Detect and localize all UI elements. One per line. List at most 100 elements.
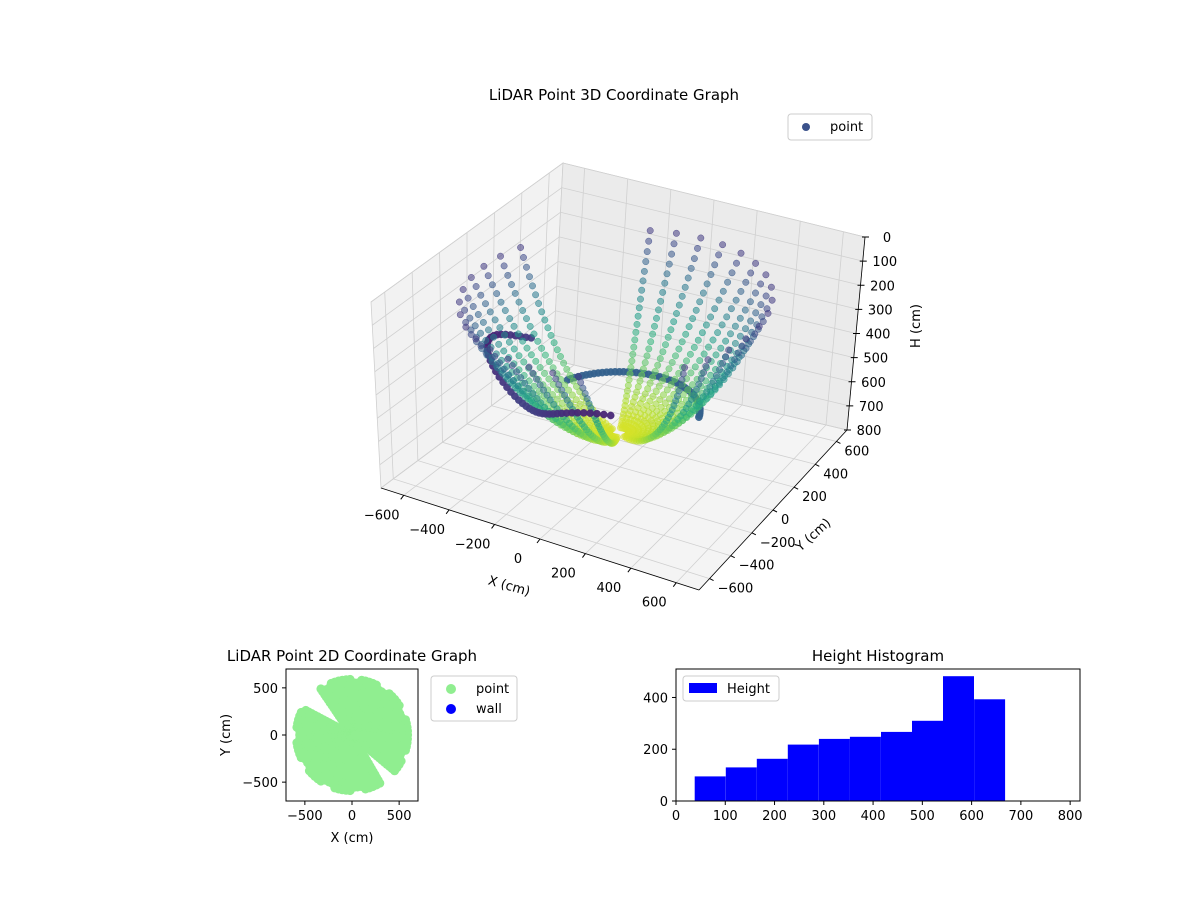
point-3d: [686, 350, 694, 358]
point-3d: [742, 325, 749, 333]
y-axis-label-3d: Y (cm): [792, 516, 834, 556]
point-3d: [573, 383, 580, 390]
point-3d: [645, 345, 653, 353]
grid-line-z: [375, 261, 857, 396]
point-3d: [477, 342, 485, 350]
point-3d: [625, 376, 633, 384]
point-3d: [660, 391, 667, 399]
point-3d: [485, 326, 492, 334]
point-3d: [752, 289, 759, 297]
point-3d: [533, 395, 541, 402]
y-tick-label-3d: 400: [823, 467, 848, 482]
z-tick-label-3d: 600: [861, 376, 886, 391]
point-3d: [659, 288, 667, 296]
point-3d: [638, 371, 646, 379]
point-3d: [633, 320, 641, 328]
grid-line-z: [372, 187, 863, 326]
y-tick-label-3d: 600: [844, 444, 869, 459]
z-tick-label-3d: 200: [870, 279, 895, 294]
x-tick-label-3d: 600: [642, 596, 667, 611]
x-tick-3d: [445, 509, 450, 515]
point-3d: [731, 322, 739, 330]
point-3d: [565, 386, 572, 394]
point-3d: [642, 258, 650, 266]
point-3d: [517, 374, 525, 382]
y-tick-3d: [793, 486, 799, 490]
point-3d: [702, 321, 710, 329]
point-3d: [461, 306, 469, 314]
point-3d: [491, 352, 499, 360]
points-2d: [292, 674, 413, 796]
y-tick-label-3d: 200: [802, 490, 827, 505]
point-3d: [679, 370, 687, 378]
point-3d: [752, 259, 760, 267]
point-3d: [689, 315, 697, 323]
grid-line-z: [378, 310, 852, 442]
point-3d: [656, 396, 664, 404]
point-3d: [543, 391, 551, 399]
point-3d: [523, 392, 531, 400]
point-3d: [529, 282, 536, 290]
point-2d: [403, 734, 412, 744]
point-3d: [651, 322, 658, 330]
chart-3d-title: LiDAR Point 3D Coordinate Graph: [489, 86, 739, 104]
point-3d: [537, 399, 545, 407]
point-3d: [757, 280, 765, 288]
point-3d: [641, 359, 649, 367]
point-3d: [466, 314, 474, 322]
point-3d: [638, 286, 646, 294]
point-3d: [526, 273, 533, 281]
x-tick-label-hist: 400: [861, 809, 886, 824]
point-3d: [550, 339, 558, 347]
point-3d: [709, 336, 717, 344]
ticks-hist: 0 100 200 300 400 500 600 700 800 0 200 400: [643, 691, 1082, 824]
point-3d: [668, 359, 676, 366]
point-3d: [762, 292, 770, 300]
point-3d: [649, 330, 657, 338]
point-3d: [547, 331, 555, 339]
point-3d: [670, 240, 678, 248]
z-tick-label-3d: 400: [866, 328, 891, 343]
point-3d: [527, 351, 535, 359]
point-3d: [645, 237, 653, 245]
y-tick-label-3d: −600: [718, 582, 754, 597]
x-tick-label-2d: −500: [287, 809, 323, 824]
point-3d: [471, 322, 479, 330]
point-3d: [480, 262, 488, 270]
point-3d: [639, 277, 647, 285]
z-axis-label-3d: H (cm): [909, 304, 924, 348]
point-3d: [553, 346, 561, 354]
histogram-bars: [694, 676, 1006, 801]
x-tick-label-hist: 300: [811, 809, 836, 824]
point-3d: [529, 369, 537, 377]
point-3d: [530, 330, 538, 338]
point-3d: [767, 283, 775, 291]
point-3d: [663, 270, 671, 278]
point-3d: [558, 386, 566, 394]
point-3d: [627, 364, 635, 372]
point-3d: [553, 395, 561, 403]
point-3d: [697, 234, 705, 242]
x-tick-label-hist: 0: [672, 809, 680, 824]
point-3d: [651, 368, 659, 375]
point-3d: [599, 410, 608, 419]
x-tick-3d: [400, 494, 405, 500]
point-3d: [691, 363, 699, 371]
point-3d: [486, 346, 494, 354]
point-3d: [696, 397, 704, 405]
point-3d: [514, 330, 522, 338]
y-tick-label-3d: −400: [739, 559, 775, 574]
point-3d: [687, 369, 695, 377]
point-3d: [759, 318, 767, 325]
point-3d: [477, 329, 484, 337]
y-tick-3d: [751, 532, 757, 536]
point-3d: [707, 313, 715, 321]
point-3d: [506, 315, 514, 323]
point-3d: [714, 329, 722, 337]
point-3d: [536, 364, 544, 371]
chart-histogram: Height Histogram 0 100 200 300 400 500 600 700 8…: [643, 647, 1082, 824]
point-3d: [541, 316, 549, 324]
point-3d: [517, 244, 525, 251]
point-3d: [572, 396, 580, 404]
x-tick-label-hist: 100: [713, 809, 738, 824]
